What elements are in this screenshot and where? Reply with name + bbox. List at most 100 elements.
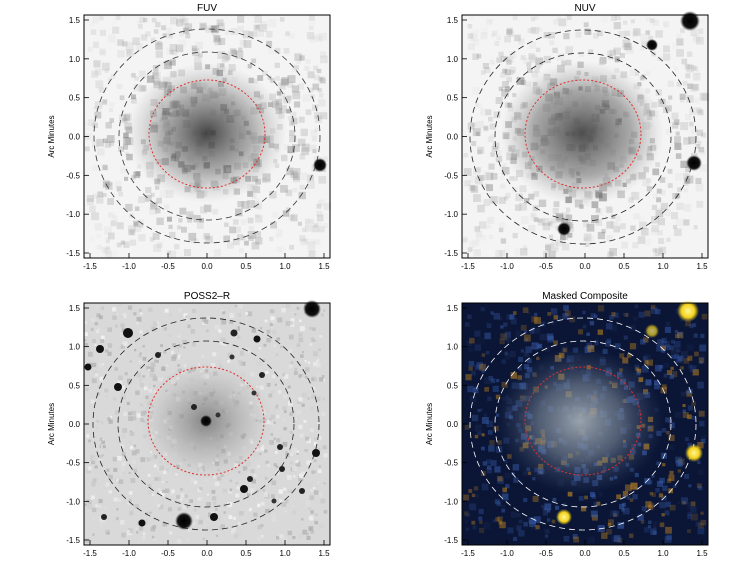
comp-noise-pixel bbox=[629, 498, 634, 502]
fuv-noise-pixel bbox=[211, 28, 219, 36]
poss-noise-pixel bbox=[263, 492, 269, 498]
nuv-y-tick-label: -1.5 bbox=[444, 249, 458, 258]
nuv-noise-pixel bbox=[510, 66, 517, 73]
poss-noise-pixel bbox=[168, 531, 173, 535]
poss-noise-pixel bbox=[166, 481, 169, 484]
fuv-noise-pixel bbox=[111, 220, 117, 227]
nuv-noise-pixel bbox=[685, 73, 691, 79]
nuv-noise-pixel bbox=[502, 68, 507, 74]
nuv-noise-pixel bbox=[500, 183, 506, 189]
fuv-noise-pixel bbox=[217, 22, 225, 31]
fuv-noise-pixel bbox=[116, 222, 124, 230]
poss-noise-pixel bbox=[279, 534, 284, 539]
nuv-noise-pixel bbox=[686, 95, 694, 103]
comp-noise-pixel bbox=[650, 307, 658, 314]
nuv-noise-pixel bbox=[472, 128, 481, 137]
fuv-noise-pixel bbox=[266, 40, 273, 47]
poss-noise-pixel bbox=[172, 353, 178, 359]
nuv-noise-pixel bbox=[535, 57, 543, 66]
fuv-noise-pixel bbox=[318, 226, 325, 233]
comp-noise-pixel bbox=[488, 445, 495, 452]
fuv-noise-pixel bbox=[176, 19, 184, 27]
poss-noise-pixel bbox=[296, 452, 299, 455]
nuv-noise-pixel bbox=[485, 109, 492, 116]
nuv-noise-pixel bbox=[498, 51, 504, 58]
poss-noise-pixel bbox=[139, 352, 142, 355]
comp-noise-pixel bbox=[654, 380, 659, 385]
poss-noise-pixel bbox=[176, 354, 181, 360]
poss-noise-pixel bbox=[132, 460, 136, 464]
comp-noise-pixel bbox=[666, 534, 672, 540]
nuv-noise-pixel bbox=[701, 93, 710, 102]
fuv-noise-pixel bbox=[165, 60, 171, 66]
fuv-noise-pixel bbox=[165, 47, 173, 55]
poss-noise-pixel bbox=[100, 306, 104, 310]
poss-noise-pixel bbox=[227, 352, 233, 358]
comp-noise-pixel bbox=[697, 381, 704, 389]
fuv-noise-pixel bbox=[253, 186, 261, 194]
nuv-noise-pixel bbox=[601, 15, 609, 23]
comp-noise-pixel bbox=[701, 435, 707, 441]
nuv-noise-pixel bbox=[543, 32, 550, 39]
fuv-noise-pixel bbox=[266, 179, 271, 184]
poss-noise-pixel bbox=[138, 308, 143, 313]
nuv-noise-pixel bbox=[477, 149, 483, 155]
fuv-noise-pixel bbox=[169, 50, 174, 55]
comp-noise-pixel bbox=[589, 320, 595, 326]
fuv-noise-pixel bbox=[294, 101, 301, 108]
comp-galaxy-glow bbox=[496, 347, 664, 495]
nuv-noise-pixel bbox=[683, 219, 690, 226]
fuv-noise-pixel bbox=[203, 204, 212, 213]
nuv-noise-pixel bbox=[683, 181, 689, 186]
fuv-noise-pixel bbox=[299, 55, 305, 61]
nuv-noise-pixel bbox=[516, 77, 525, 85]
nuv-noise-pixel bbox=[474, 226, 480, 232]
nuv-noise-pixel bbox=[475, 237, 481, 242]
poss-outer-ellipse-1 bbox=[117, 340, 295, 508]
comp-x-tick-label: 1.0 bbox=[657, 549, 669, 558]
poss-noise-pixel bbox=[256, 464, 260, 468]
fuv-noise-pixel bbox=[97, 244, 102, 250]
poss-noise-pixel bbox=[231, 531, 234, 534]
fuv-noise-pixel bbox=[307, 71, 315, 79]
comp-noise-pixel bbox=[471, 493, 476, 498]
poss-noise-pixel bbox=[92, 457, 96, 462]
nuv-noise-pixel bbox=[565, 46, 574, 54]
nuv-noise-pixel bbox=[504, 35, 511, 43]
comp-noise-pixel bbox=[492, 519, 496, 523]
poss-noise-pixel bbox=[128, 352, 132, 356]
comp-noise-pixel bbox=[623, 335, 628, 340]
poss-x-tick-label: 0.0 bbox=[201, 549, 213, 558]
poss-noise-pixel bbox=[271, 325, 274, 328]
comp-noise-pixel bbox=[687, 514, 692, 519]
fuv-y-tick-label: 1.0 bbox=[69, 55, 81, 64]
comp-noise-pixel bbox=[486, 420, 493, 427]
comp-noise-pixel bbox=[687, 502, 694, 510]
fuv-noise-pixel bbox=[178, 218, 183, 223]
poss-noise-pixel bbox=[296, 343, 301, 348]
fuv-noise-pixel bbox=[104, 226, 113, 235]
fuv-noise-pixel bbox=[299, 154, 306, 160]
poss-noise-pixel bbox=[295, 460, 299, 464]
nuv-noise-pixel bbox=[509, 70, 515, 75]
poss-noise-pixel bbox=[130, 478, 136, 483]
poss-noise-pixel bbox=[114, 367, 118, 371]
comp-noise-pixel bbox=[678, 462, 683, 468]
poss-noise-pixel bbox=[176, 495, 180, 499]
poss-noise-pixel bbox=[222, 488, 227, 493]
fuv-noise-pixel bbox=[105, 182, 113, 190]
comp-noise-pixel bbox=[618, 522, 625, 528]
comp-noise-pixel bbox=[493, 425, 499, 432]
poss-noise-pixel bbox=[84, 332, 88, 336]
nuv-noise-pixel bbox=[475, 131, 480, 136]
poss-noise-pixel bbox=[107, 417, 111, 421]
fuv-noise-pixel bbox=[104, 68, 109, 74]
poss-noise-pixel bbox=[300, 502, 305, 508]
poss-noise-pixel bbox=[106, 531, 110, 535]
fuv-noise-pixel bbox=[224, 54, 231, 61]
fuv-noise-pixel bbox=[288, 32, 295, 39]
nuv-noise-pixel bbox=[675, 131, 680, 136]
fuv-noise-pixel bbox=[306, 31, 315, 40]
nuv-noise-pixel bbox=[662, 53, 671, 61]
nuv-noise-pixel bbox=[502, 81, 509, 88]
